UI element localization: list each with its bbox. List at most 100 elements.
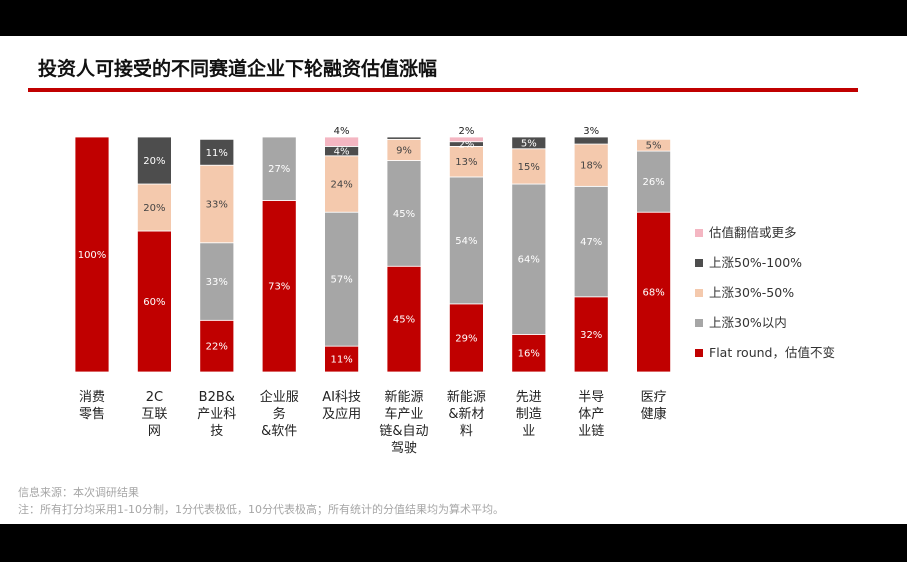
data-label: 33% [206, 199, 228, 210]
data-label: 33% [206, 277, 228, 288]
bar-segment [386, 136, 422, 140]
data-label: 45% [393, 315, 415, 326]
category-label: 业 [522, 424, 535, 439]
bar-segment [573, 136, 609, 145]
data-label: 4% [334, 147, 350, 158]
category-label: 务 [273, 406, 286, 422]
data-label: 16% [518, 349, 540, 360]
category-label: 先进 [516, 390, 542, 405]
legend-label: 上涨30%-50% [709, 285, 794, 300]
data-label: 20% [143, 203, 165, 214]
category-label: B2B& [199, 390, 235, 405]
bar-segment [199, 242, 235, 321]
bar-segment [136, 183, 172, 232]
data-label: 24% [330, 180, 352, 191]
category-label: 消费 [79, 390, 105, 405]
data-label: 9% [396, 145, 412, 156]
legend-label: Flat round，估值不变 [709, 345, 835, 360]
data-label: 3% [583, 126, 599, 137]
bar-segment [261, 200, 297, 373]
data-label: 57% [330, 275, 352, 286]
category-label: 业链 [578, 424, 604, 439]
bar-segment [448, 303, 484, 373]
data-label: 20% [143, 156, 165, 167]
category-label: 互联 [141, 407, 167, 422]
category-label: &软件 [261, 424, 297, 439]
data-label: 60% [143, 297, 165, 308]
bar-segment [448, 136, 484, 143]
page-title: 投资人可接受的不同赛道企业下轮融资估值涨幅 [38, 58, 438, 80]
category-label: 驾驶 [391, 441, 417, 456]
category-label: 技 [210, 424, 223, 439]
bar-segment [636, 138, 671, 152]
category-label: 健康 [641, 406, 667, 422]
bar-segment [511, 136, 547, 150]
legend-swatch [695, 289, 703, 297]
bar-segment [573, 296, 609, 373]
category-label: 体产 [578, 407, 604, 422]
bar-segment [448, 176, 484, 305]
bar-segment [324, 211, 360, 347]
bar-segment [199, 319, 235, 373]
bar-segment [511, 333, 547, 373]
data-label: 15% [518, 162, 540, 173]
bar-segment [199, 164, 235, 244]
source-note: 信息来源：本次调研结果 [18, 486, 139, 499]
data-label: 73% [268, 282, 290, 293]
data-label: 64% [518, 255, 540, 266]
category-label: 企业服 [260, 389, 299, 405]
category-label: &新材 [448, 406, 484, 422]
data-label: 4% [334, 126, 350, 137]
category-label: 新能源 [384, 389, 423, 405]
bar-segment [636, 211, 671, 373]
data-label: 2% [458, 126, 474, 137]
category-label: 半导 [578, 390, 604, 405]
data-label: 11% [330, 355, 352, 366]
bar-segment [324, 155, 360, 213]
category-label: 2C [146, 390, 163, 405]
data-label: 26% [642, 177, 664, 188]
legend-swatch [695, 259, 703, 267]
category-label: 零售 [79, 406, 105, 422]
bar-segment [136, 136, 172, 185]
category-label: 料 [460, 424, 473, 439]
bar-segment [199, 138, 235, 166]
data-label: 27% [268, 164, 290, 175]
legend-swatch [695, 349, 703, 357]
legend-label: 上涨50%-100% [709, 255, 802, 270]
bar-segment [74, 136, 110, 373]
bar-segment [324, 345, 360, 373]
bar-segment [573, 143, 609, 187]
data-label: 13% [455, 157, 477, 168]
data-label: 11% [206, 148, 228, 159]
data-label: 22% [206, 342, 228, 353]
category-label: 新能源 [447, 389, 486, 405]
category-label: 医疗 [641, 390, 667, 405]
data-label: 29% [455, 333, 477, 344]
data-label: 45% [393, 209, 415, 220]
data-label: 68% [642, 288, 664, 299]
bar-segment [261, 136, 297, 201]
category-label: 链&自动 [379, 424, 428, 439]
data-label: 18% [580, 161, 602, 172]
footnote: 注：所有打分均采用1-10分制，1分代表极低，10分代表极高；所有统计的分值结果… [18, 503, 504, 516]
data-label: 100% [78, 250, 107, 261]
category-label: 制造 [516, 407, 542, 422]
title-rule [28, 88, 858, 92]
bar-segment [324, 136, 360, 147]
bar-segment [386, 265, 422, 373]
category-label: AI科技 [322, 390, 361, 405]
legend-swatch [695, 229, 703, 237]
data-label: 5% [521, 138, 537, 149]
slide: 投资人可接受的不同赛道企业下轮融资估值涨幅 100% 消费 零售 60% 20% 20% 2… [0, 36, 907, 524]
legend-label: 估值翻倍或更多 [709, 225, 797, 240]
category-label: 产业科 [197, 407, 236, 422]
data-label: 54% [455, 236, 477, 247]
legend-swatch [695, 319, 703, 327]
category-label: 车产业 [384, 406, 423, 422]
legend-label: 上涨30%以内 [709, 315, 787, 330]
data-label: 32% [580, 330, 602, 341]
category-label: 及应用 [322, 406, 361, 422]
category-label: 网 [148, 424, 161, 439]
